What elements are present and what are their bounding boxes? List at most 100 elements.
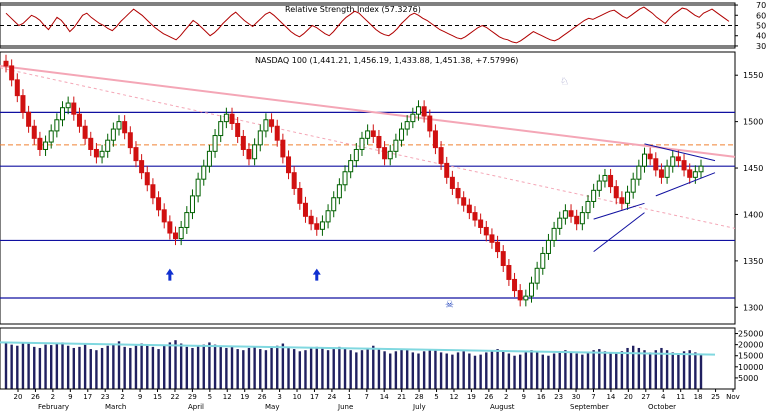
volume-panel: 5000 10000 15000 20000 25000 [0, 327, 763, 390]
candle-body [557, 217, 563, 229]
volume-bar [44, 344, 47, 389]
volume-bar [151, 346, 155, 389]
volume-bar [682, 351, 686, 389]
candle-body [150, 184, 156, 199]
volume-bar [439, 352, 443, 389]
long-term-downtrend-line [0, 64, 736, 158]
date-tick-label: 2 [120, 393, 124, 401]
candle-body [562, 210, 568, 219]
volume-bar [236, 349, 239, 389]
volume-bar [462, 351, 465, 389]
candle-body [534, 267, 540, 284]
candle-body [116, 121, 122, 130]
volume-bar [332, 349, 335, 389]
volume-bar [400, 349, 403, 389]
candle-body [619, 197, 625, 204]
rsi-tick-label: 50 [756, 22, 766, 31]
volume-bar [343, 347, 347, 389]
candle-body [14, 79, 20, 97]
volume-bar [490, 350, 494, 389]
candle-body [20, 95, 26, 113]
volume-bar [699, 353, 703, 389]
volume-bar [654, 350, 657, 389]
volume-bar [134, 345, 138, 389]
volume-bar [620, 351, 624, 389]
date-tick-label: 2 [51, 393, 55, 401]
candle-body [31, 125, 37, 139]
volume-bar [321, 347, 324, 389]
volume-bar [569, 352, 573, 389]
volume-average-line [0, 341, 716, 356]
volume-bar [253, 346, 256, 389]
candle-body [382, 147, 388, 160]
month-label: August [490, 403, 515, 411]
month-label: February [38, 403, 69, 411]
date-tick-label: 17 [310, 393, 319, 401]
candle-body [596, 180, 602, 191]
volume-bar [502, 351, 505, 389]
price-tick-label: 1500 [743, 118, 763, 127]
volume-bar [530, 350, 533, 389]
volume-bar [688, 350, 691, 389]
volume-bar [202, 344, 205, 389]
volume-bar [603, 351, 607, 389]
volume-bar [513, 355, 516, 389]
volume-bar [106, 345, 109, 389]
volume-bar [643, 350, 646, 389]
candle-body [551, 227, 557, 241]
rsi-tick-label: 30 [756, 42, 766, 51]
date-tick-label: 26 [31, 393, 40, 401]
date-tick-label: 27 [641, 393, 650, 401]
month-label: September [570, 403, 609, 411]
bear-icon: ☠ [445, 299, 454, 310]
date-tick-label: 25 [711, 393, 720, 401]
candle-body [591, 189, 597, 202]
volume-bar [157, 349, 160, 389]
price-tick-label: 1550 [743, 71, 763, 80]
volume-bar [55, 343, 59, 389]
date-tick-label: 28 [415, 393, 424, 401]
date-tick-label: 9 [68, 393, 72, 401]
candle-body [240, 135, 246, 150]
volume-bar [4, 342, 8, 389]
volume-bar [61, 342, 64, 389]
volume-bar [196, 345, 200, 389]
volume-bar [677, 353, 680, 389]
date-tick-label: 5 [434, 393, 438, 401]
candle-body [449, 176, 455, 189]
price-title: NASDAQ 100 (1,441.21, 1,456.19, 1,433.88… [255, 56, 518, 65]
volume-bar [411, 352, 415, 389]
candle-body [93, 148, 99, 158]
candle-body [376, 135, 382, 149]
volume-bar [355, 352, 358, 389]
volume-bar [547, 355, 550, 389]
volume-bar [338, 346, 341, 389]
volume-bar [372, 345, 375, 389]
volume-bar [598, 349, 601, 389]
candle-body [415, 106, 421, 115]
price-tick-label: 1400 [743, 210, 763, 219]
volume-bar [326, 350, 330, 389]
candle-body [461, 197, 467, 206]
volume-bar [38, 347, 42, 389]
date-tick-label: 9 [521, 393, 525, 401]
date-tick-label: 23 [554, 393, 563, 401]
candle-body [466, 204, 472, 214]
volume-tick-label: 20000 [738, 341, 763, 350]
volume-bar [140, 343, 143, 389]
date-tick-label: 2 [504, 393, 508, 401]
volume-bar [208, 342, 211, 389]
candle-body [348, 160, 354, 173]
price-frame [0, 51, 736, 325]
candle-body [257, 130, 263, 146]
volume-bar [78, 346, 81, 389]
candle-body [314, 223, 320, 230]
channel-lower-line [593, 212, 645, 252]
candle-body [359, 137, 365, 150]
volume-bar [383, 351, 386, 389]
candle-body [88, 137, 94, 150]
candle-body [500, 251, 506, 267]
volume-bar [552, 353, 556, 389]
candle-body [523, 295, 529, 301]
candle-body [178, 226, 184, 240]
